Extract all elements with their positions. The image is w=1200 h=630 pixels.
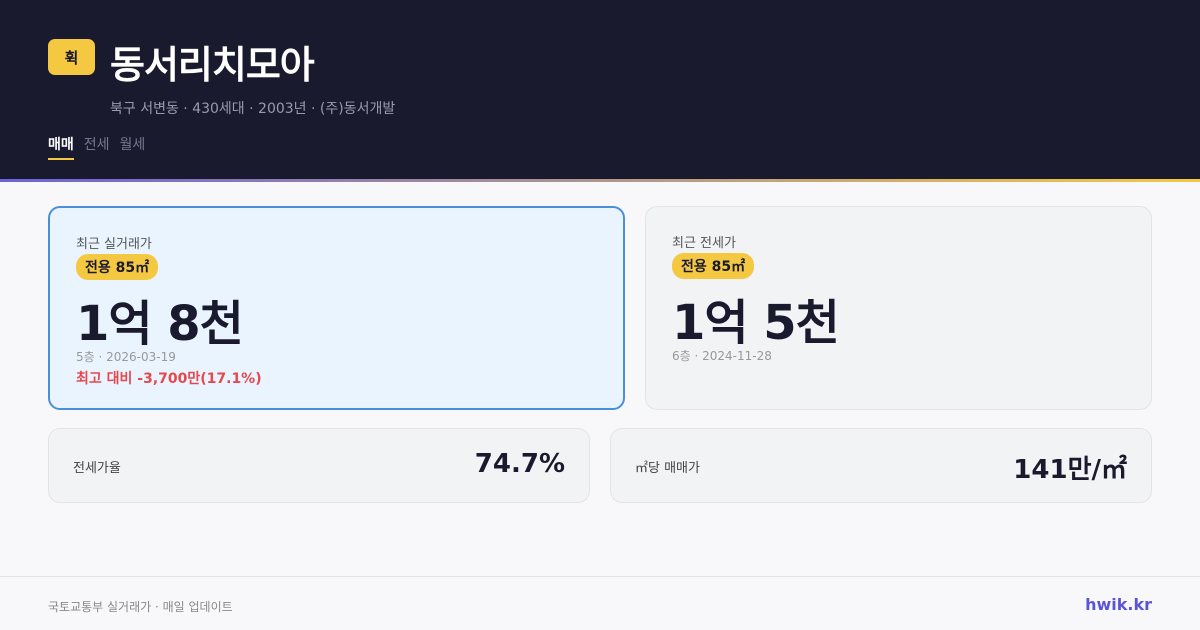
stat-label: ㎡당 매매가: [635, 461, 700, 476]
jeonse-meta: 6층 · 2024-11-28: [672, 349, 772, 363]
sale-price-card: 최근 실거래가 전용 85㎡ 1억 8천 5층 · 2026-03-19 최고 …: [48, 206, 625, 410]
price-per-m2-card: ㎡당 매매가 141만/㎡: [610, 428, 1152, 503]
area-badge: 전용 85㎡: [672, 253, 755, 279]
stat-value: 141만/㎡: [1013, 455, 1127, 485]
accent-divider: [0, 179, 1200, 182]
jeonse-ratio-card: 전세가율 74.7%: [48, 428, 590, 503]
sale-meta: 5층 · 2026-03-19: [76, 350, 176, 364]
tabs: 매매 전세 월세: [48, 134, 145, 160]
stat-value: 74.7%: [474, 449, 565, 479]
stat-label: 전세가율: [73, 461, 121, 476]
jeonse-price: 1억 5천: [672, 295, 840, 351]
sale-diff: 최고 대비 -3,700만(17.1%): [76, 371, 262, 387]
card-label: 최근 전세가: [672, 236, 736, 251]
jeonse-price-card: 최근 전세가 전용 85㎡ 1억 5천 6층 · 2024-11-28: [645, 206, 1152, 410]
logo[interactable]: 휙: [48, 39, 95, 75]
tab-sale[interactable]: 매매: [48, 134, 74, 160]
tab-jeonse[interactable]: 전세: [83, 137, 110, 153]
data-source: 국토교통부 실거래가 · 매일 업데이트: [48, 600, 233, 614]
header: 휙 동서리치모아 북구 서변동 · 430세대 · 2003년 · (주)동서개…: [0, 0, 1200, 179]
sale-price: 1억 8천: [76, 296, 244, 352]
brand-link[interactable]: hwik.kr: [1085, 595, 1152, 614]
page-title: 동서리치모아: [110, 43, 315, 87]
area-badge: 전용 85㎡: [76, 254, 159, 280]
footer: 국토교통부 실거래가 · 매일 업데이트 hwik.kr: [0, 576, 1200, 630]
subtitle: 북구 서변동 · 430세대 · 2003년 · (주)동서개발: [110, 101, 396, 117]
card-label: 최근 실거래가: [76, 237, 152, 252]
tab-monthly[interactable]: 월세: [119, 137, 146, 153]
